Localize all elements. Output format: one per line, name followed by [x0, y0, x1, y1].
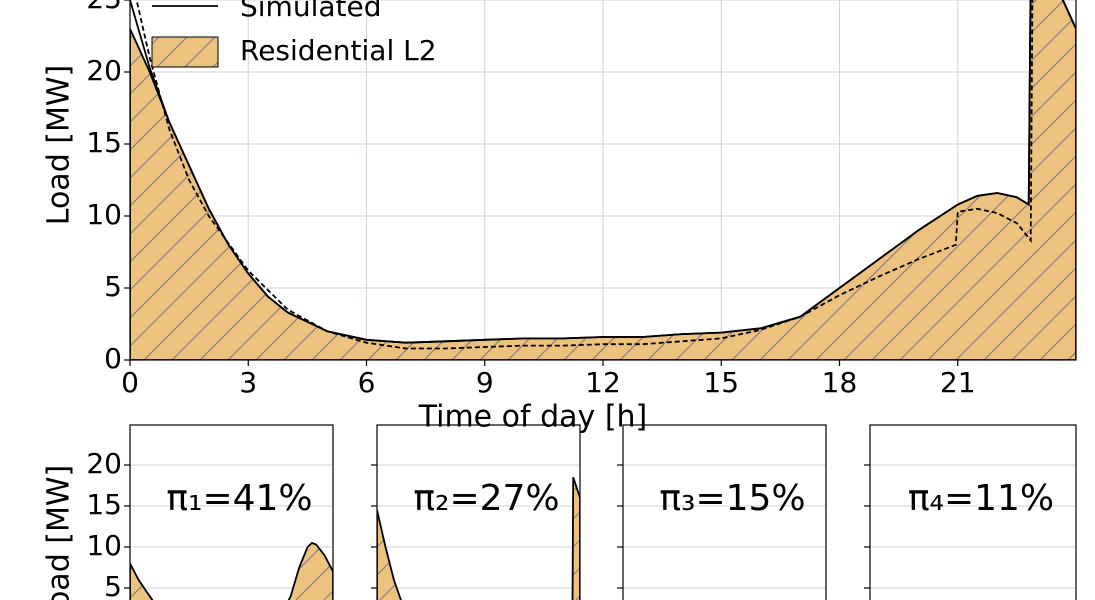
- area: [377, 477, 580, 600]
- plot-frame: [622, 424, 827, 600]
- annotation: π₁=41%: [166, 478, 312, 519]
- y-tick-label: 5: [104, 270, 122, 303]
- dashed-line: [135, 0, 1076, 350]
- y-tick-label: 20: [86, 54, 122, 87]
- y-axis-label: Load [MW]: [42, 465, 77, 600]
- x-tick-label: 15: [703, 366, 739, 399]
- y-tick-label: 0: [104, 342, 122, 375]
- area: [130, 541, 333, 600]
- y-tick-label: 10: [86, 529, 122, 562]
- y-tick-label: 10: [86, 198, 122, 231]
- y-tick-label: 25: [86, 0, 122, 15]
- annotation: π₂=27%: [413, 478, 559, 519]
- legend-label: Simulated: [240, 0, 382, 23]
- y-tick-label: 5: [104, 570, 122, 600]
- y-tick-label: 20: [86, 447, 122, 480]
- plot-frame: [129, 0, 1077, 361]
- annotation: π₃=15%: [659, 478, 805, 519]
- x-tick-label: 3: [239, 366, 257, 399]
- y-tick-label: 15: [86, 488, 122, 521]
- line: [130, 0, 1076, 344]
- x-tick-label: 12: [585, 366, 621, 399]
- x-axis-label: Time of day [h]: [418, 400, 648, 435]
- legend-label: Residential L2: [240, 34, 437, 67]
- plot-frame: [376, 424, 581, 600]
- plot-area: [377, 477, 580, 600]
- plot-area: [130, 541, 333, 600]
- plot-frame: [869, 424, 1077, 600]
- x-tick-label: 21: [940, 366, 976, 399]
- annotation: π₄=11%: [908, 478, 1054, 519]
- plot-frame: [129, 424, 334, 600]
- x-tick-label: 18: [822, 366, 858, 399]
- plot-area: [130, 0, 1076, 360]
- legend-swatch: [151, 36, 219, 68]
- y-tick-label: 15: [86, 126, 122, 159]
- x-tick-label: 9: [476, 366, 494, 399]
- x-tick-label: 0: [121, 366, 139, 399]
- x-tick-label: 6: [358, 366, 376, 399]
- y-axis-label: Load [MW]: [42, 65, 77, 225]
